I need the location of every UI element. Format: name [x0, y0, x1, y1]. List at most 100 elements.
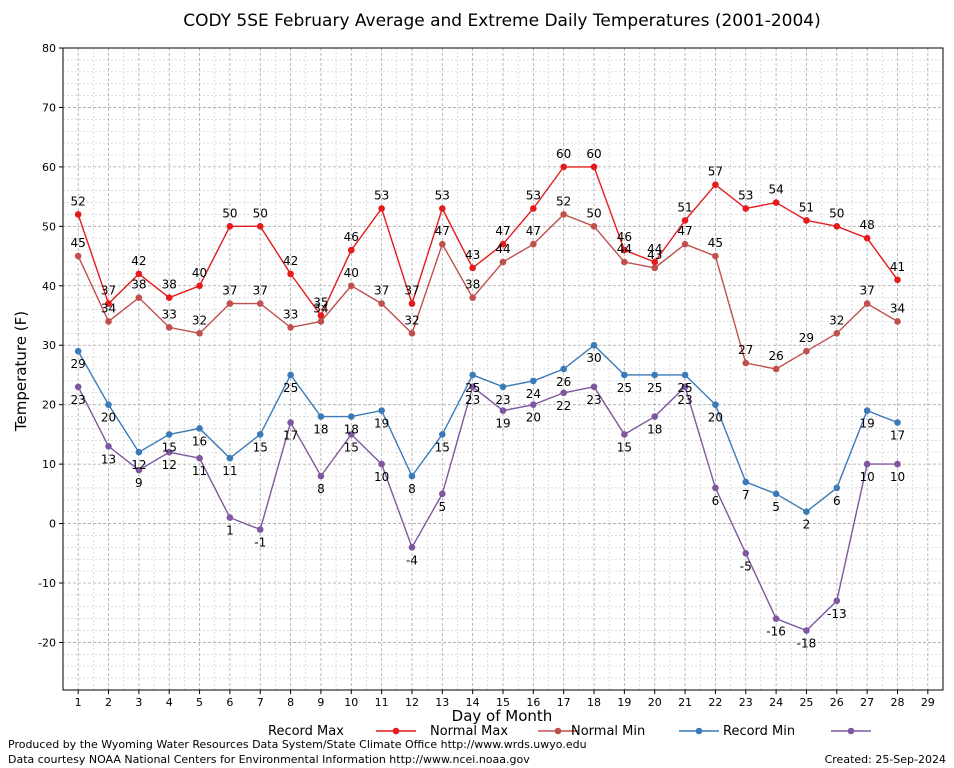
record-max-point	[712, 181, 719, 189]
y-tick-label: 50	[42, 220, 56, 233]
normal-min-data-label: 24	[526, 387, 541, 401]
normal-min-point	[469, 371, 476, 379]
normal-max-point	[712, 252, 719, 260]
record-max-point	[347, 246, 355, 254]
normal-min-point	[439, 431, 446, 438]
x-tick-label: 10	[344, 696, 358, 709]
x-tick-label: 12	[405, 696, 419, 709]
record-max-point	[833, 223, 841, 230]
normal-min-point	[772, 490, 780, 498]
x-tick-label: 24	[769, 696, 783, 709]
record-max-data-label: 37	[101, 284, 116, 298]
normal-max-data-label: 33	[283, 307, 298, 321]
record-min-point	[74, 383, 82, 391]
normal-max-data-label: 47	[435, 224, 450, 238]
y-tick-label: 40	[42, 280, 56, 293]
record-max-point	[378, 205, 385, 212]
record-min-point	[894, 460, 901, 468]
footer-created-date: Created: 25-Sep-2024	[825, 753, 946, 766]
normal-min-point	[530, 377, 537, 385]
normal-max-data-label: 34	[101, 301, 116, 315]
normal-min-data-label: 25	[617, 381, 632, 395]
record-max-data-label: 48	[859, 218, 874, 232]
y-axis-label: Temperature (F)	[12, 311, 30, 432]
normal-min-data-label: 29	[71, 357, 86, 371]
normal-max-point	[742, 359, 750, 367]
record-min-point	[196, 454, 203, 462]
normal-min-point	[681, 371, 689, 379]
normal-min-point	[894, 419, 901, 426]
normal-max-data-label: 27	[738, 343, 753, 357]
record-min-point	[439, 490, 446, 498]
record-min-point	[621, 431, 628, 438]
normal-min-data-label: 25	[677, 381, 692, 395]
normal-max-data-label: 33	[162, 307, 177, 321]
normal-max-point	[74, 252, 82, 260]
normal-max-point	[833, 330, 841, 337]
record-min-point	[105, 442, 112, 450]
normal-min-point	[347, 413, 355, 420]
normal-min-data-label: 5	[772, 500, 780, 514]
normal-max-data-label: 34	[890, 301, 905, 315]
normal-min-data-label: 16	[192, 434, 207, 448]
record-max-data-label: 53	[374, 189, 389, 203]
normal-min-point	[74, 347, 82, 355]
normal-min-point	[833, 484, 841, 492]
record-max-point	[135, 270, 143, 278]
legend-label-normal-max: Normal Max	[430, 724, 508, 739]
record-max-data-label: 51	[799, 200, 814, 214]
y-tick-label: -20	[38, 636, 56, 649]
legend-marker-record-min	[847, 727, 855, 735]
record-max-data-label: 37	[404, 284, 419, 298]
record-min-point	[803, 627, 810, 634]
normal-max-point	[651, 264, 659, 272]
record-min-data-label: 6	[712, 494, 720, 508]
normal-min-data-label: 30	[586, 351, 601, 365]
normal-min-data-label: 18	[313, 423, 328, 437]
normal-max-data-label: 52	[556, 194, 571, 208]
x-tick-label: 28	[890, 696, 904, 709]
x-tick-label: 2	[105, 696, 112, 709]
record-min-data-label: -18	[797, 637, 817, 651]
normal-min-point	[712, 401, 719, 408]
normal-max-point	[439, 240, 446, 248]
legend-marker-normal-max	[554, 727, 562, 735]
record-max-data-label: 47	[495, 224, 510, 238]
legend-label-record-min: Record Min	[723, 724, 795, 739]
record-min-data-label: -4	[406, 553, 418, 567]
record-max-point	[196, 282, 203, 290]
record-max-data-label: 43	[465, 248, 480, 262]
chart-title: CODY 5SE February Average and Extreme Da…	[183, 11, 821, 31]
record-min-data-label: 22	[556, 399, 571, 413]
normal-min-data-label: 19	[374, 417, 389, 431]
record-min-point	[378, 460, 385, 468]
y-tick-label: 10	[42, 458, 56, 471]
record-min-data-label: 23	[71, 393, 86, 407]
normal-min-point	[651, 371, 659, 379]
record-min-data-label: 17	[283, 429, 298, 443]
record-min-point	[833, 597, 841, 605]
record-min-data-label: -16	[766, 625, 786, 639]
normal-min-point	[742, 478, 750, 486]
normal-min-point	[196, 425, 203, 432]
series-layer	[74, 163, 901, 634]
normal-min-data-label: 18	[344, 423, 359, 437]
x-tick-label: 13	[435, 696, 449, 709]
normal-min-point	[135, 448, 143, 456]
normal-max-point	[469, 294, 476, 301]
normal-max-data-label: 43	[647, 248, 662, 262]
record-max-data-label: 52	[71, 194, 86, 208]
normal-max-data-label: 38	[465, 278, 480, 292]
normal-min-data-label: 23	[495, 393, 510, 407]
normal-min-point	[378, 407, 385, 414]
legend-item-record-min: Record Min	[723, 724, 871, 739]
record-max-data-label: 54	[768, 183, 783, 197]
footer-produced-by: Produced by the Wyoming Water Resources …	[8, 738, 587, 751]
record-min-point	[772, 615, 780, 622]
normal-max-data-label: 45	[71, 236, 86, 250]
record-min-data-label: 15	[344, 440, 359, 454]
normal-min-data-label: 15	[162, 440, 177, 454]
record-min-data-label: 10	[859, 470, 874, 484]
